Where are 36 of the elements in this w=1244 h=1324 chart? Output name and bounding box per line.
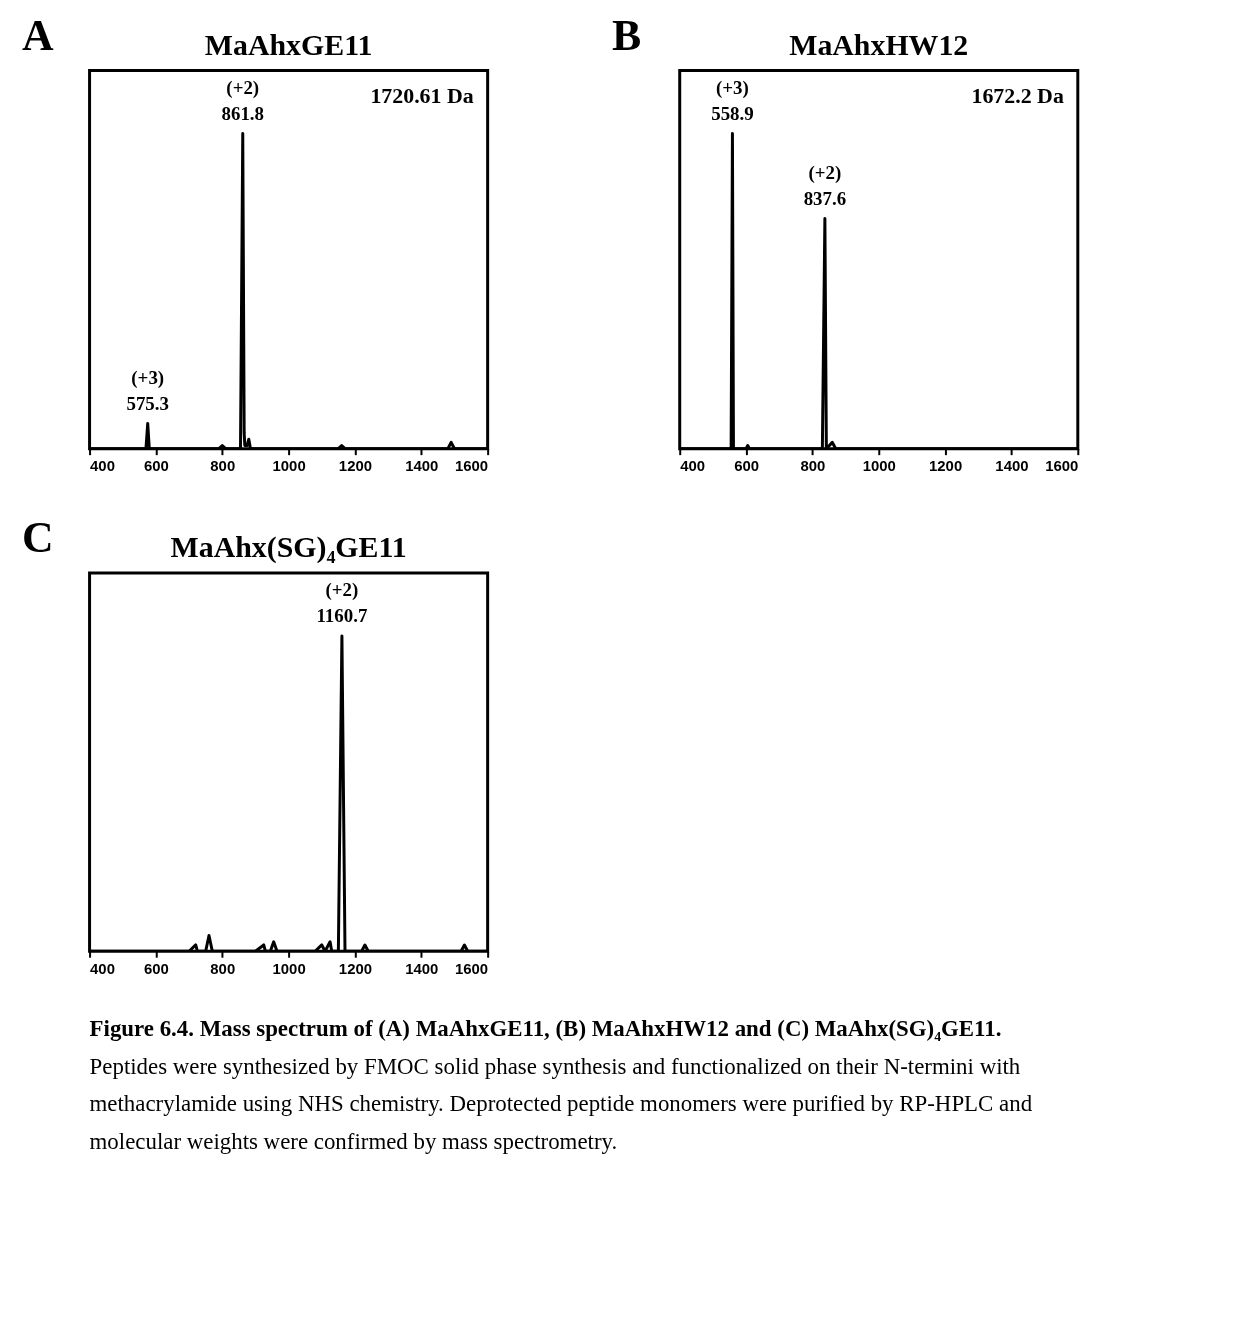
- text: B: [612, 10, 642, 59]
- x-tick-label: 1200: [338, 457, 373, 475]
- x-tick-label: 600: [143, 457, 169, 475]
- annotation: (+3) 558.9: [711, 76, 754, 124]
- x-tick-label: 1600: [454, 959, 489, 977]
- chart-title: MaAhxGE11: [204, 27, 373, 61]
- chart-title: MaAhx(SG)₄GE11: [170, 530, 407, 565]
- x-tick-label: 1400: [405, 457, 439, 475]
- x-tick-label: 800: [210, 959, 236, 977]
- text: C: [21, 513, 54, 562]
- x-tick-label: 400: [90, 959, 115, 977]
- x-tick-label: 1600: [454, 457, 489, 475]
- x-tick-label: 600: [143, 959, 169, 977]
- x-tick-label: 1400: [405, 959, 439, 977]
- x-tick-label: 600: [734, 457, 759, 475]
- x-tick-label: 1600: [1045, 457, 1079, 475]
- annotation: (+3) 575.3: [126, 366, 169, 414]
- x-tick-label: 800: [800, 457, 826, 475]
- text: 1672.2 Da: [971, 83, 1064, 109]
- caption: Figure 6.4. Mass spectrum of (A) MaAhxGE11, (B) MaAhxHW12 and (C) MaAhx(SG)₄GE11.: [89, 1015, 1002, 1041]
- x-tick-label: 1200: [338, 959, 373, 977]
- text: A: [21, 10, 54, 59]
- annotation: (+2) 861.8: [221, 76, 265, 124]
- x-tick-label: 1400: [995, 457, 1029, 475]
- x-tick-label: 400: [90, 457, 115, 475]
- text: Peptides were synthesized by FMOC solid phase synthesis and functionalized on their N-termini with methacrylamide using NHS chemistry. Deprotected peptide monomers were purified by RP-HPLC and molecular weights were confirmed by mass spectrometry.: [89, 1053, 1033, 1155]
- x-tick-label: 1000: [272, 457, 306, 475]
- x-tick-label: 1000: [862, 457, 896, 475]
- chart-title: MaAhxHW12: [789, 27, 969, 61]
- x-tick-label: 800: [210, 457, 236, 475]
- text: 1720.61 Da: [370, 83, 474, 109]
- annotation: (+2) 837.6: [803, 161, 847, 209]
- x-tick-label: 1200: [929, 457, 963, 475]
- annotation: (+2) 1160.7: [316, 579, 368, 627]
- x-tick-label: 400: [680, 457, 706, 475]
- x-tick-label: 1000: [272, 959, 306, 977]
